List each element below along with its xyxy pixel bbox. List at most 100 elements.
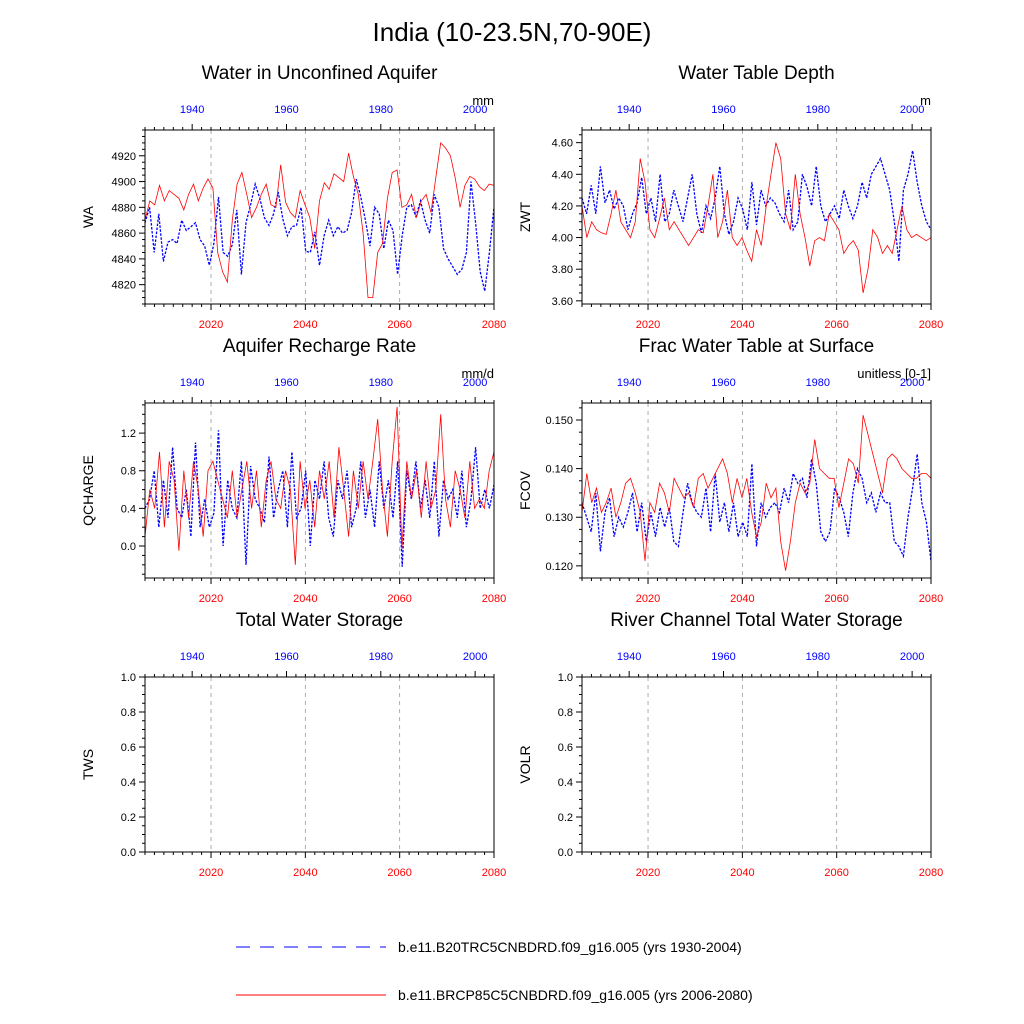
legend: b.e11.B20TRC5CNBDRD.f09_g16.005 (yrs 193… xyxy=(236,939,753,1003)
x-bottom-tick-label: 2040 xyxy=(293,319,317,331)
x-top-tick-label: 2000 xyxy=(900,377,924,389)
y-axis-label: VOLR xyxy=(517,745,533,783)
x-bottom-tick-label: 2040 xyxy=(730,867,754,879)
y-tick-label: 0.4 xyxy=(121,777,136,789)
y-tick-label: 4840 xyxy=(112,254,136,266)
panel-title: Total Water Storage xyxy=(236,610,403,631)
x-top-tick-label: 1960 xyxy=(711,104,735,116)
x-bottom-tick-label: 2020 xyxy=(199,319,223,331)
panel-title: Water Table Depth xyxy=(678,63,834,84)
x-bottom-tick-label: 2020 xyxy=(636,867,660,879)
panel-wa: Water in Unconfined Aquifer mm WA 4820 4840 4… xyxy=(80,63,506,331)
y-tick-label: 0.130 xyxy=(545,512,573,524)
units-label: mm/d xyxy=(462,366,495,381)
x-bottom-tick-label: 2060 xyxy=(387,319,411,331)
series-line-future xyxy=(144,406,495,565)
y-axis-label: FCOV xyxy=(517,470,533,510)
x-top-tick-label: 1980 xyxy=(369,104,393,116)
y-tick-label: 0.140 xyxy=(545,464,573,476)
panel-title: Water in Unconfined Aquifer xyxy=(202,63,439,84)
panel-tws: Total Water Storage TWS 0.0 0.2 0.4 0.6 0.8 1.0… xyxy=(80,610,506,879)
x-bottom-tick-label: 2080 xyxy=(482,319,506,331)
x-bottom-tick-label: 2020 xyxy=(199,867,223,879)
x-bottom-tick-label: 2040 xyxy=(293,867,317,879)
x-top-tick-label: 1940 xyxy=(617,377,641,389)
y-tick-label: 0.6 xyxy=(558,742,573,754)
y-tick-label: 0.4 xyxy=(121,503,136,515)
x-top-tick-label: 1980 xyxy=(806,377,830,389)
y-tick-label: 0.8 xyxy=(558,707,573,719)
x-top-tick-label: 1940 xyxy=(180,377,204,389)
plot-frame xyxy=(144,129,495,305)
panel-title: Aquifer Recharge Rate xyxy=(223,336,416,357)
y-tick-label: 3.80 xyxy=(552,264,573,276)
x-top-tick-label: 1960 xyxy=(274,377,298,389)
x-top-tick-label: 1940 xyxy=(617,104,641,116)
x-bottom-tick-label: 2080 xyxy=(482,593,506,605)
x-bottom-tick-label: 2060 xyxy=(824,319,848,331)
series-line-historical xyxy=(581,453,932,562)
y-tick-label: 0.0 xyxy=(558,847,573,859)
x-bottom-tick-label: 2060 xyxy=(824,593,848,605)
plot-frame xyxy=(581,676,932,853)
units-label: unitless [0-1] xyxy=(857,366,931,381)
y-tick-label: 4820 xyxy=(112,280,136,292)
x-top-tick-label: 1980 xyxy=(806,104,830,116)
x-bottom-tick-label: 2080 xyxy=(919,867,943,879)
legend-label-historical: b.e11.B20TRC5CNBDRD.f09_g16.005 (yrs 193… xyxy=(398,939,742,955)
y-tick-label: 4880 xyxy=(112,202,136,214)
y-tick-label: 0.6 xyxy=(121,742,136,754)
x-bottom-tick-label: 2040 xyxy=(730,593,754,605)
x-top-tick-label: 2000 xyxy=(900,651,924,663)
x-bottom-tick-label: 2060 xyxy=(387,867,411,879)
x-bottom-tick-label: 2080 xyxy=(919,319,943,331)
x-top-tick-label: 1980 xyxy=(369,377,393,389)
series-line-historical xyxy=(144,430,495,567)
x-top-tick-label: 1960 xyxy=(274,104,298,116)
y-tick-label: 0.2 xyxy=(558,812,573,824)
y-tick-label: 4.60 xyxy=(552,138,573,150)
y-tick-label: 0.150 xyxy=(545,415,573,427)
panel-fcov: Frac Water Table at Surface unitless [0-1… xyxy=(517,336,943,605)
x-top-tick-label: 1960 xyxy=(274,651,298,663)
y-axis-label: ZWT xyxy=(517,201,533,232)
plot-frame xyxy=(144,676,495,853)
x-bottom-tick-label: 2020 xyxy=(636,593,660,605)
legend-label-future: b.e11.BRCP85C5CNBDRD.f09_g16.005 (yrs 20… xyxy=(398,987,753,1003)
y-axis-label: QCHARGE xyxy=(80,455,96,526)
x-top-tick-label: 2000 xyxy=(463,651,487,663)
x-bottom-tick-label: 2040 xyxy=(293,593,317,605)
series-line-historical xyxy=(144,178,495,292)
y-tick-label: 1.0 xyxy=(121,672,136,684)
panel-qcharge: Aquifer Recharge Rate mm/d QCHARGE 0.0 0.4 0.… xyxy=(80,336,506,605)
y-tick-label: 0.4 xyxy=(558,777,573,789)
plot-frame xyxy=(581,129,932,305)
y-axis-label: WA xyxy=(80,205,96,228)
x-bottom-tick-label: 2060 xyxy=(824,867,848,879)
series-line-future xyxy=(144,142,495,299)
x-bottom-tick-label: 2060 xyxy=(387,593,411,605)
x-top-tick-label: 2000 xyxy=(900,104,924,116)
x-top-tick-label: 1980 xyxy=(806,651,830,663)
x-top-tick-label: 1980 xyxy=(369,651,393,663)
x-bottom-tick-label: 2020 xyxy=(199,593,223,605)
x-top-tick-label: 1940 xyxy=(617,651,641,663)
y-tick-label: 0.120 xyxy=(545,561,573,573)
x-top-tick-label: 1940 xyxy=(180,651,204,663)
x-bottom-tick-label: 2080 xyxy=(482,867,506,879)
x-top-tick-label: 2000 xyxy=(463,104,487,116)
y-tick-label: 1.0 xyxy=(558,672,573,684)
y-tick-label: 0.8 xyxy=(121,466,136,478)
x-bottom-tick-label: 2020 xyxy=(636,319,660,331)
x-bottom-tick-label: 2040 xyxy=(730,319,754,331)
x-bottom-tick-label: 2080 xyxy=(919,593,943,605)
x-top-tick-label: 1940 xyxy=(180,104,204,116)
y-tick-label: 0.2 xyxy=(121,812,136,824)
y-tick-label: 3.60 xyxy=(552,296,573,308)
y-tick-label: 4.00 xyxy=(552,233,573,245)
panel-zwt: Water Table Depth m ZWT 3.60 3.80 4.00 4.20 4.4… xyxy=(517,63,943,331)
panels: Water in Unconfined Aquifer mm WA 4820 4840 4… xyxy=(80,63,943,879)
y-tick-label: 0.8 xyxy=(121,707,136,719)
series-line-historical xyxy=(581,150,932,262)
